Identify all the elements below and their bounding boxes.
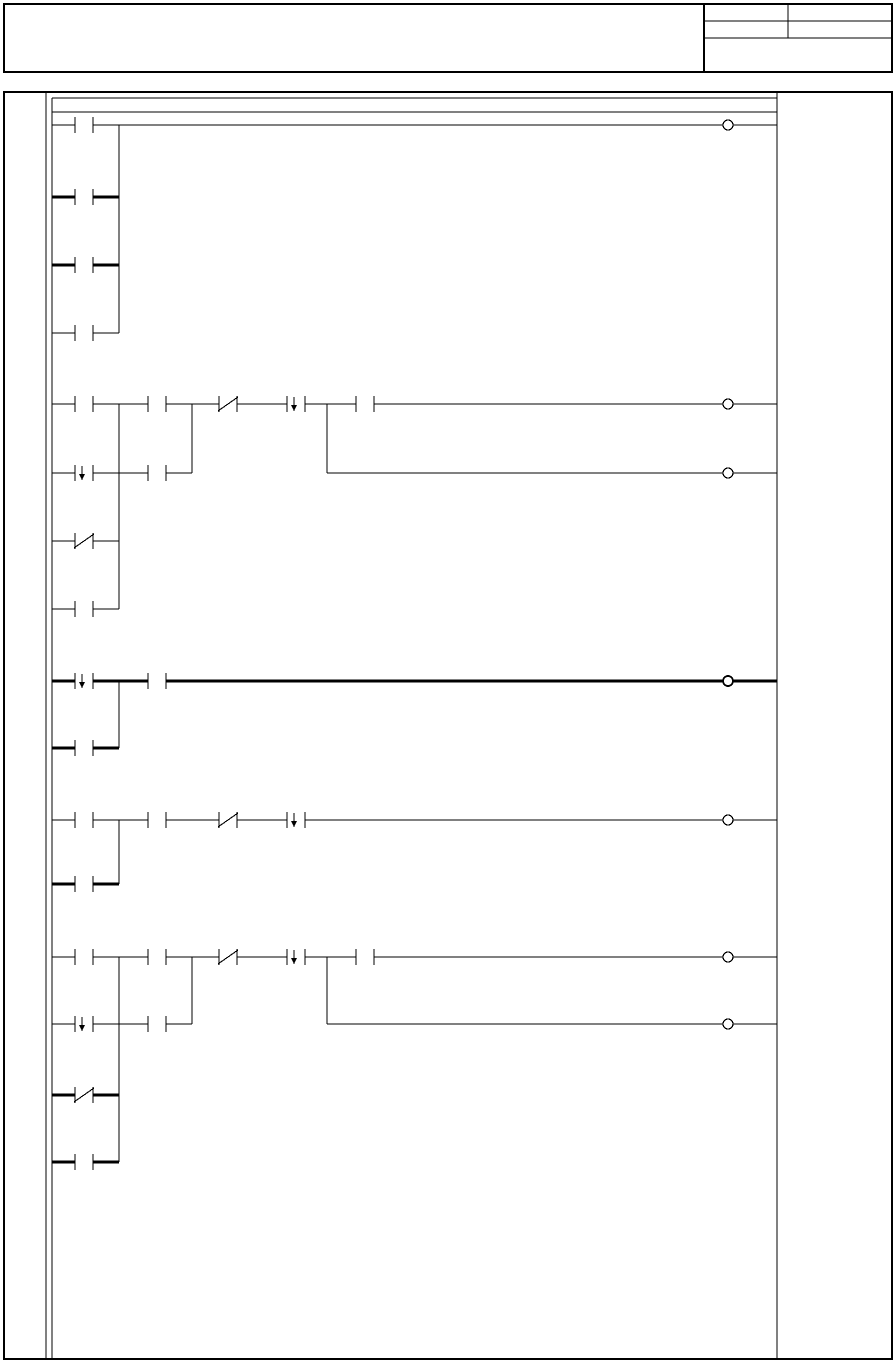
network-2-series-contact-2[interactable] <box>286 396 306 412</box>
network-2-branch-2-contact-2[interactable] <box>147 465 167 481</box>
network-4-coil-1[interactable] <box>722 814 734 826</box>
network-3-branch-2-contact-1[interactable] <box>74 740 94 756</box>
network-4-series-contact-3[interactable] <box>286 812 306 828</box>
network-1-branch-4-contact-1[interactable] <box>74 325 94 341</box>
network-1-branch-1-contact-1[interactable] <box>74 117 94 133</box>
network-1-branch-3-contact-1[interactable] <box>74 257 94 273</box>
network-5-branch-4-contact-1[interactable] <box>74 1154 94 1170</box>
network-1-coil-1[interactable] <box>722 119 734 131</box>
drawing-frame <box>3 91 893 1360</box>
network-2-branch-4-contact-1[interactable] <box>74 601 94 617</box>
network-4-series-contact-1[interactable] <box>147 812 167 828</box>
network-4-branch-1-contact-1[interactable] <box>74 812 94 828</box>
network-5-coil-1[interactable] <box>722 951 734 963</box>
network-2-series-contact-1[interactable] <box>217 396 239 412</box>
network-3-coil-1[interactable] <box>722 675 734 687</box>
network-5-output-branch-1-contact-1[interactable] <box>355 949 375 965</box>
network-2-branch-2-contact-1[interactable] <box>74 465 94 481</box>
title-cell-r2c2[interactable] <box>787 20 893 39</box>
network-5-branch-1-contact-1[interactable] <box>74 949 94 965</box>
network-2-branch-1-contact-2[interactable] <box>147 396 167 412</box>
network-5-branch-3-contact-1[interactable] <box>73 1087 95 1103</box>
network-5-branch-2-contact-1[interactable] <box>74 1016 94 1032</box>
network-3-branch-1-contact-1[interactable] <box>74 673 94 689</box>
network-4-branch-2-contact-1[interactable] <box>74 876 94 892</box>
title-cell-r1c1[interactable] <box>703 3 789 22</box>
network-2-coil-1[interactable] <box>722 398 734 410</box>
network-2-coil-2[interactable] <box>722 467 734 479</box>
network-2-branch-3-contact-1[interactable] <box>73 533 95 549</box>
network-5-series-contact-2[interactable] <box>286 949 306 965</box>
network-1-branch-2-contact-1[interactable] <box>74 189 94 205</box>
title-cell-r2c1[interactable] <box>703 20 789 39</box>
network-2-output-branch-1-contact-1[interactable] <box>355 396 375 412</box>
title-cell-r3[interactable] <box>703 37 893 73</box>
network-4-series-contact-2[interactable] <box>217 812 239 828</box>
network-5-coil-2[interactable] <box>722 1018 734 1030</box>
network-2-branch-1-contact-1[interactable] <box>74 396 94 412</box>
network-5-branch-2-contact-2[interactable] <box>147 1016 167 1032</box>
network-3-series-contact-1[interactable] <box>147 673 167 689</box>
network-5-series-contact-1[interactable] <box>217 949 239 965</box>
title-cell-r1c2[interactable] <box>787 3 893 22</box>
network-5-branch-1-contact-2[interactable] <box>147 949 167 965</box>
